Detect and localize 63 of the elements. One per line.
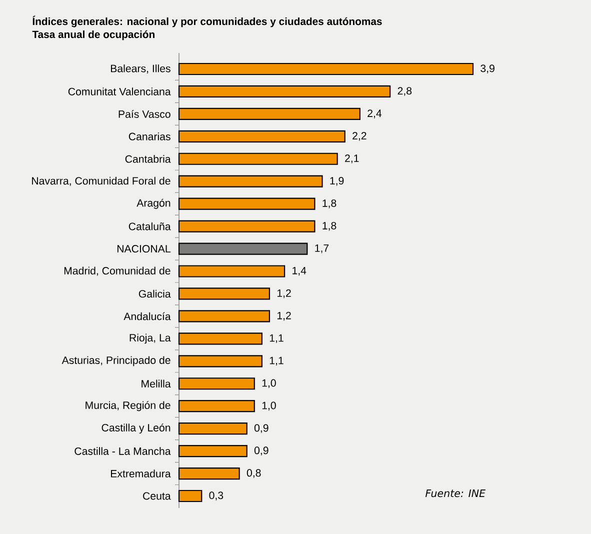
data-label: 2,8: [398, 87, 412, 96]
data-label: 1,0: [262, 379, 276, 388]
data-label: 1,7: [315, 244, 329, 254]
data-label: 2,2: [352, 132, 366, 141]
bar: [178, 198, 316, 210]
data-label: 1,8: [322, 199, 336, 208]
y-tick-label: Canarias: [128, 132, 170, 140]
bar: [178, 265, 286, 278]
data-label: 2,1: [345, 154, 359, 164]
bar: [178, 444, 248, 458]
text: Tasa anual de ocupación: [32, 30, 154, 40]
bar: [178, 152, 338, 165]
annotation: Fuente: INE: [425, 489, 486, 498]
data-label: 0,3: [209, 492, 224, 500]
data-label: 0,9: [254, 424, 268, 433]
y-tick-label: Navarra, Comunidad Foral de: [32, 176, 170, 186]
bar: [178, 175, 323, 188]
bar: [178, 490, 202, 502]
data-label: 1,4: [292, 266, 306, 276]
bar: [178, 288, 270, 300]
bar: [178, 220, 316, 232]
y-tick-label: Balears, Illes: [111, 64, 170, 74]
bar: [178, 400, 255, 412]
y-tick-label: Extremadura: [111, 470, 171, 478]
y-tick-label: NACIONAL: [117, 245, 170, 253]
y-tick-label: Murcia, Región de: [86, 401, 170, 412]
bar: [178, 422, 248, 435]
data-label: 1,2: [277, 312, 291, 321]
data-label: 1,8: [322, 222, 336, 231]
data-label: 1,1: [270, 334, 284, 344]
y-tick-label: Ceuta: [143, 492, 171, 500]
data-label: 3,9: [480, 64, 494, 74]
bar: [178, 62, 474, 76]
data-label: 0,8: [246, 469, 261, 478]
bar: [178, 332, 262, 345]
data-label: 0,9: [254, 446, 268, 456]
y-tick-label: Galicia: [138, 290, 171, 298]
y-tick-label: Melilla: [142, 380, 171, 388]
data-label: 1,1: [270, 356, 284, 366]
y-tick-label: Castilla y León: [102, 424, 170, 434]
y-tick-label: Andalucía: [124, 312, 171, 320]
bar: [178, 310, 270, 322]
bar: [178, 242, 308, 255]
bar: [178, 130, 346, 142]
y-tick-label: Cantabria: [125, 155, 171, 163]
y-tick-label: País Vasco: [118, 110, 170, 118]
bar: [178, 355, 262, 368]
y-tick-label: Madrid, Comunidad de: [64, 266, 170, 276]
data-label: 1,0: [262, 402, 276, 410]
data-label: 1,9: [330, 176, 344, 186]
data-label: 1,2: [277, 289, 291, 298]
y-tick-label: Comunitat Valenciana: [68, 88, 171, 96]
bar: [178, 108, 360, 120]
y-tick-label: Asturias, Principado de: [62, 356, 170, 366]
bar: [178, 85, 391, 98]
bar: [178, 378, 255, 390]
chart-title: Índices generales: nacional y por comunidades y ciudades autónomas: [32, 16, 382, 28]
bar: [178, 467, 240, 480]
y-tick-label: Castilla - La Mancha: [74, 447, 171, 455]
data-label: 2,4: [368, 110, 382, 118]
y-tick-label: Rioja, La: [130, 334, 171, 344]
y-tick-label: Cataluña: [128, 222, 171, 230]
y-tick-label: Aragón: [136, 198, 170, 209]
